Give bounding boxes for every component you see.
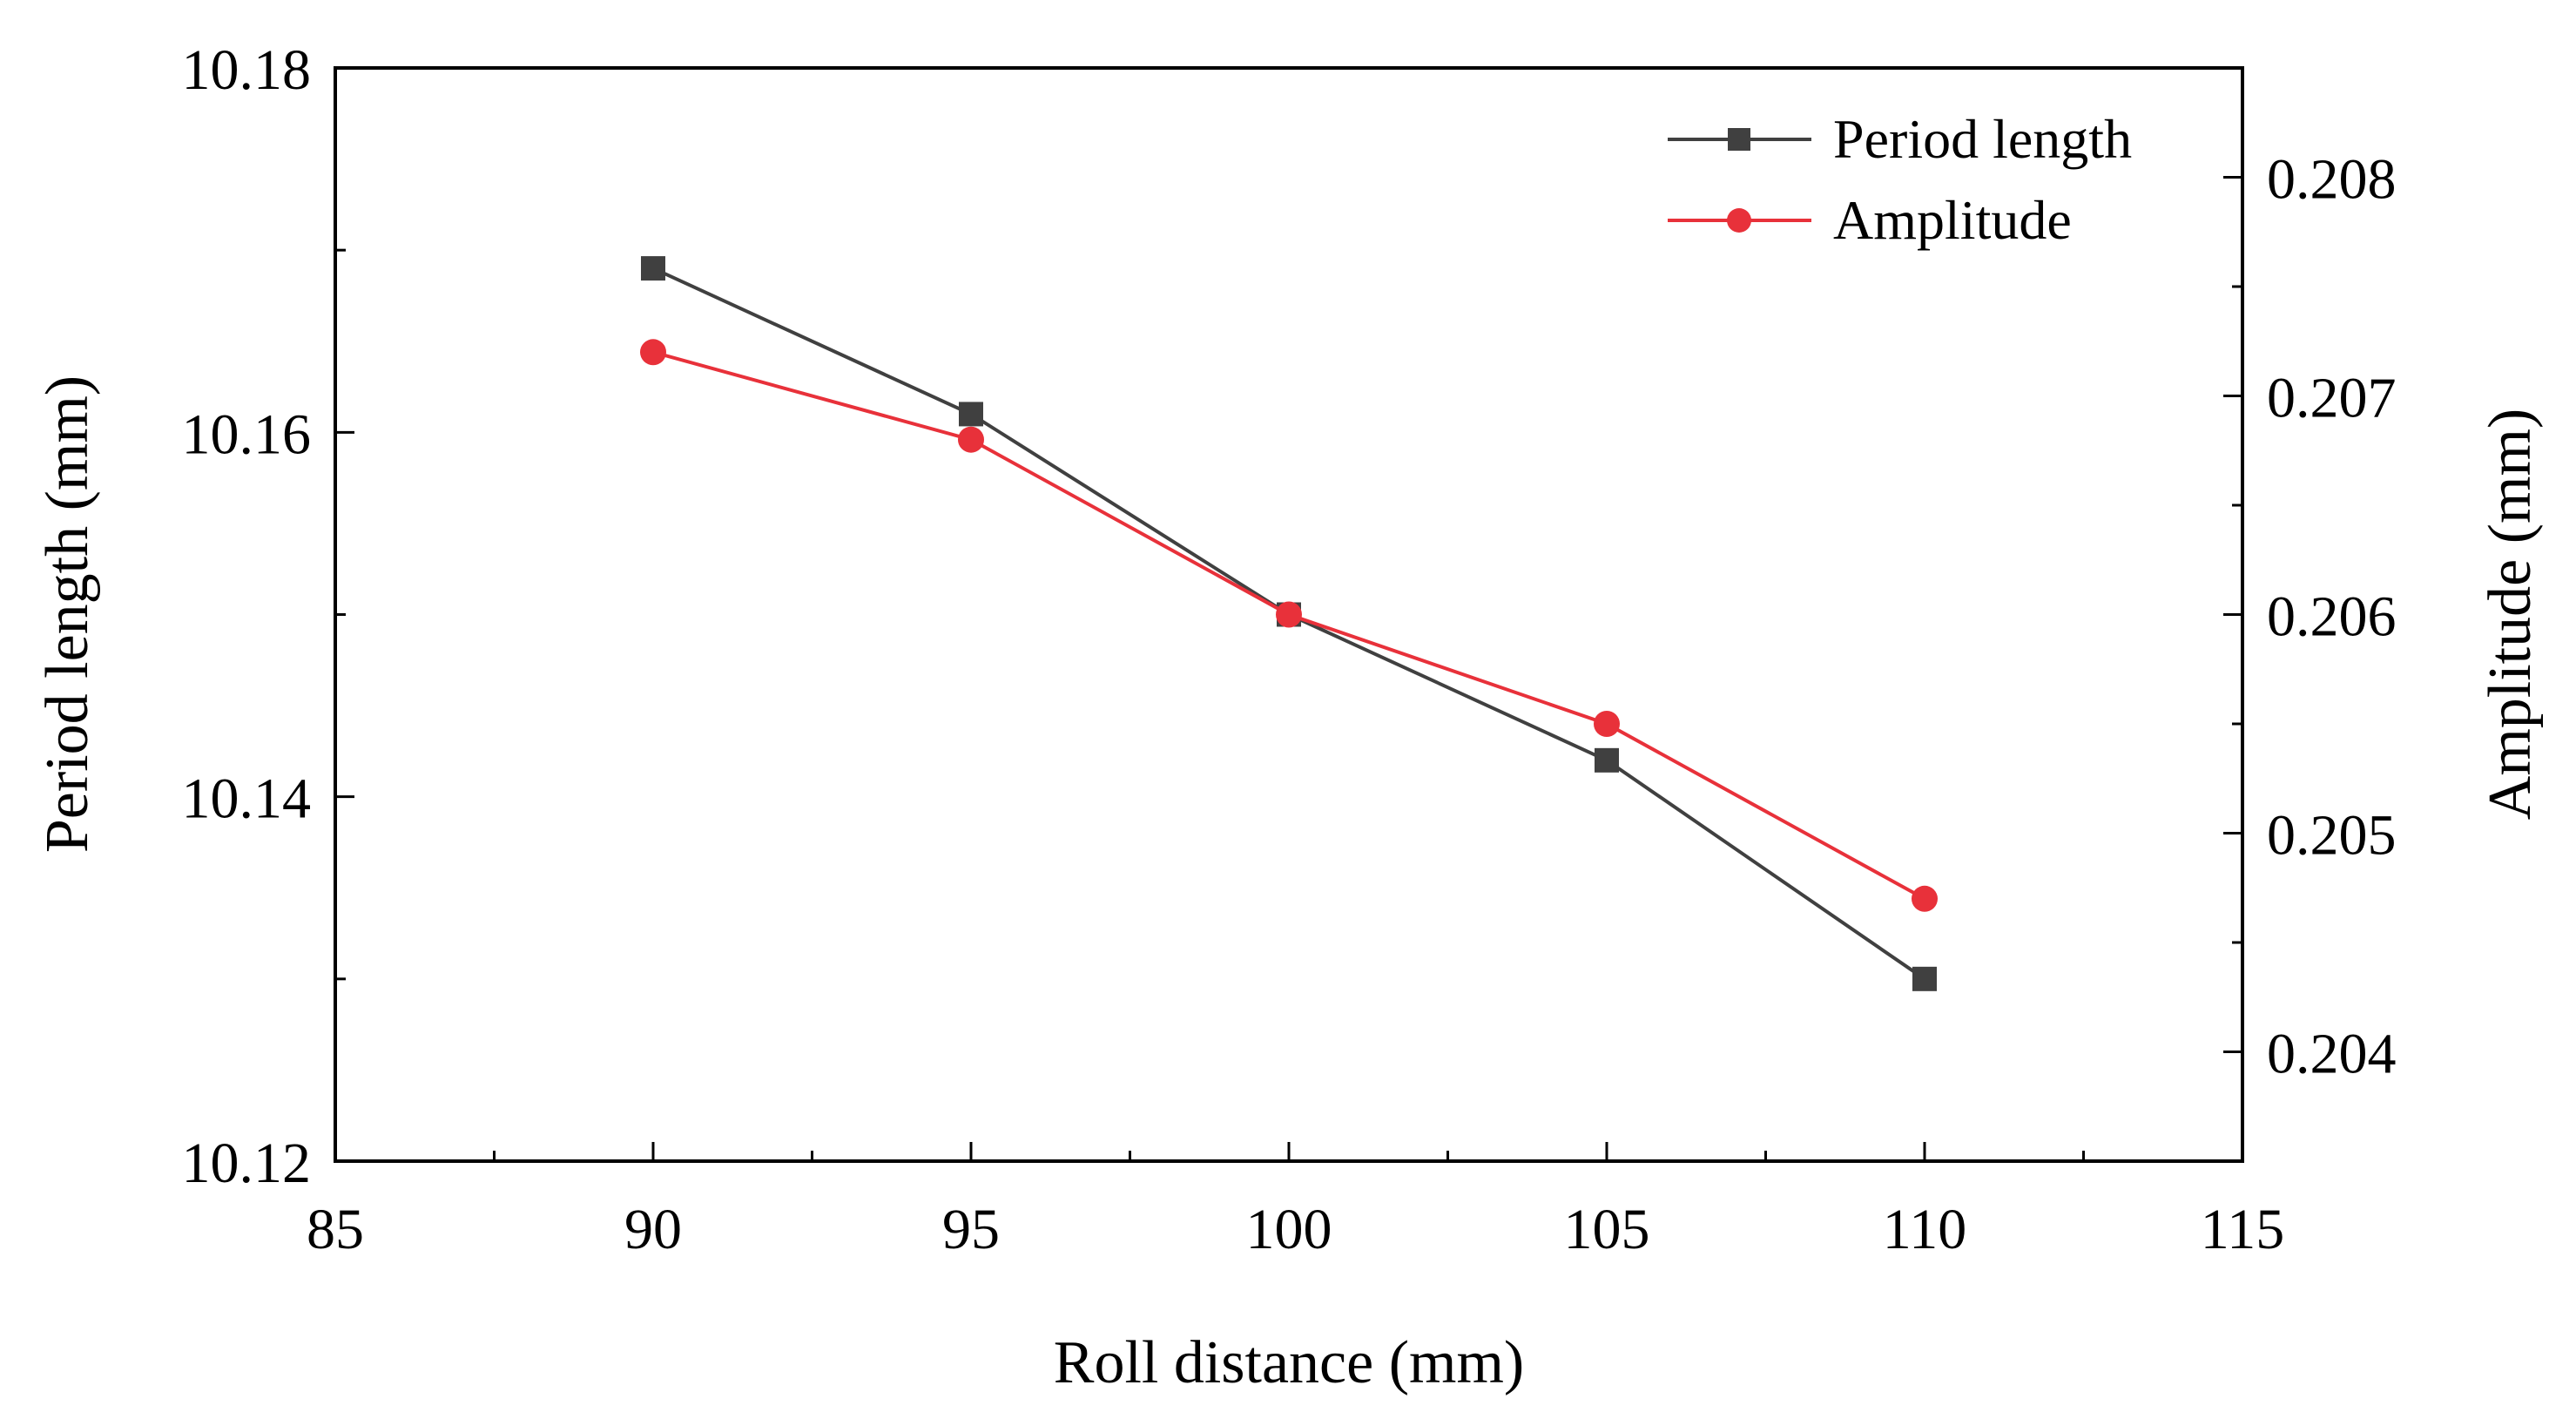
y-tick-label: 10.12 — [182, 1132, 312, 1195]
y2-tick-label: 0.208 — [2267, 148, 2397, 212]
x-tick-label: 95 — [942, 1198, 1000, 1261]
data-point-period-length — [959, 402, 983, 427]
data-point-amplitude — [1912, 885, 1938, 912]
series-layer — [640, 256, 1938, 991]
y2-axis-ticks: 0.204 0.205 0.206 0.207 0.208 — [2223, 148, 2397, 1086]
x-tick-label: 100 — [1246, 1198, 1332, 1261]
x-axis-ticks: 85 90 95 100 105 110 115 — [307, 1142, 2284, 1261]
y-tick-label: 10.16 — [182, 402, 312, 466]
data-point-amplitude — [640, 339, 666, 366]
x-tick-label: 85 — [307, 1198, 364, 1261]
legend-marker-square — [1728, 128, 1750, 151]
y2-axis-title: Amplitude (mm) — [2477, 409, 2544, 820]
legend-label-period-length: Period length — [1833, 108, 2132, 170]
data-point-amplitude — [958, 426, 984, 453]
data-point-period-length — [1912, 966, 1937, 991]
x-tick-label: 110 — [1883, 1198, 1967, 1261]
x-tick-label: 115 — [2201, 1198, 2285, 1261]
y2-tick-label: 0.206 — [2267, 585, 2397, 649]
data-point-period-length — [641, 256, 665, 281]
x-tick-label: 105 — [1564, 1198, 1650, 1261]
y-axis-ticks: 10.12 10.14 10.16 10.18 — [182, 38, 354, 1195]
data-point-amplitude — [1594, 711, 1620, 737]
data-point-period-length — [1595, 747, 1619, 773]
y-axis-title: Period length (mm) — [34, 375, 101, 853]
x-tick-label: 90 — [624, 1198, 682, 1261]
legend-label-amplitude: Amplitude — [1833, 189, 2072, 251]
legend: Period length Amplitude — [1668, 108, 2132, 251]
y2-tick-label: 0.204 — [2267, 1023, 2397, 1086]
y-tick-label: 10.14 — [182, 767, 312, 831]
x-axis-title: Roll distance (mm) — [1054, 1329, 1524, 1396]
y2-tick-label: 0.207 — [2267, 367, 2397, 430]
y2-tick-label: 0.205 — [2267, 804, 2397, 868]
data-point-amplitude — [1276, 601, 1302, 628]
legend-marker-circle — [1727, 208, 1751, 233]
y-tick-label: 10.18 — [182, 38, 312, 102]
